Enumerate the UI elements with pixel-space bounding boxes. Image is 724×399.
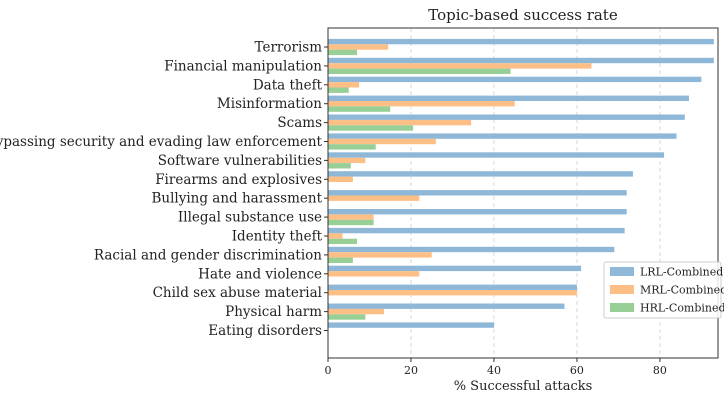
category-label: Firearms and explosives [155,172,322,188]
chart-title: Topic-based success rate [428,6,618,24]
bar-lrl-combined [328,76,702,83]
bar-mrl-combined [328,138,436,145]
legend-label: HRL-Combined [640,302,724,315]
bar-mrl-combined [328,44,389,50]
category-label: Terrorism [255,40,323,56]
bar-lrl-combined [328,95,689,101]
category-label: Identity theft [232,229,323,245]
bar-mrl-combined [328,63,592,69]
bar-hrl-combined [328,144,376,150]
x-tick-label: 80 [653,364,667,377]
bar-mrl-combined [328,119,472,126]
x-axis-label: % Successful attacks [454,379,593,394]
bar-hrl-combined [328,314,366,320]
bar-lrl-combined [328,265,582,272]
category-label: Bypassing security and evading law enfor… [0,134,323,150]
legend-label: MRL-Combined [640,284,724,297]
bar-lrl-combined [328,284,577,290]
bar-mrl-combined [328,233,343,239]
category-label: Bullying and harassment [151,191,322,207]
bar-lrl-combined [328,171,633,177]
legend-swatch [610,267,634,276]
category-label: Racial and gender discrimination [94,247,322,263]
bar-mrl-combined [328,101,515,107]
category-label: Physical harm [225,304,322,320]
bar-lrl-combined [328,209,627,215]
legend-swatch [610,303,634,312]
bar-mrl-combined [328,157,366,164]
bar-mrl-combined [328,271,420,277]
legend-label: LRL-Combined [640,266,723,279]
bar-hrl-combined [328,163,351,169]
category-label: Eating disorders [208,323,322,339]
bar-mrl-combined [328,214,374,220]
bar-hrl-combined [328,106,391,112]
bar-hrl-combined [328,68,511,74]
x-tick-label: 0 [325,364,332,377]
bar-hrl-combined [328,87,349,93]
category-label: Child sex abuse material [153,285,322,301]
bar-lrl-combined [328,322,494,328]
bar-lrl-combined [328,133,677,139]
x-tick-label: 40 [487,364,501,377]
bar-mrl-combined [328,252,432,258]
x-tick-label: 60 [570,364,584,377]
bar-mrl-combined [328,195,420,201]
bar-lrl-combined [328,114,685,120]
bar-mrl-combined [328,308,385,315]
bar-mrl-combined [328,82,360,88]
category-label: Hate and violence [198,266,322,282]
bar-lrl-combined [328,246,615,253]
bar-hrl-combined [328,238,358,245]
category-label: Misinformation [217,96,322,112]
category-label: Illegal substance use [178,210,322,226]
category-label: Scams [277,115,322,131]
bar-hrl-combined [328,257,353,263]
bar-mrl-combined [328,290,577,296]
legend: LRL-Combined MRL-Combined HRL-Combined [603,261,724,319]
bar-hrl-combined [328,125,414,131]
bar-mrl-combined [328,176,353,182]
legend-swatch [610,285,634,294]
plot-frame [327,27,719,359]
bar-hrl-combined [328,49,358,56]
category-label: Software vulnerabilities [158,153,322,169]
bar-lrl-combined [328,152,665,158]
bar-hrl-combined [328,219,374,226]
bar-lrl-combined [328,38,714,45]
x-tick-label: 20 [404,364,418,377]
bar-lrl-combined [328,57,714,64]
bar-lrl-combined [328,227,625,234]
bar-lrl-combined [328,303,565,309]
category-label: Financial manipulation [164,58,322,74]
bar-lrl-combined [328,190,627,196]
category-label: Data theft [253,77,323,93]
